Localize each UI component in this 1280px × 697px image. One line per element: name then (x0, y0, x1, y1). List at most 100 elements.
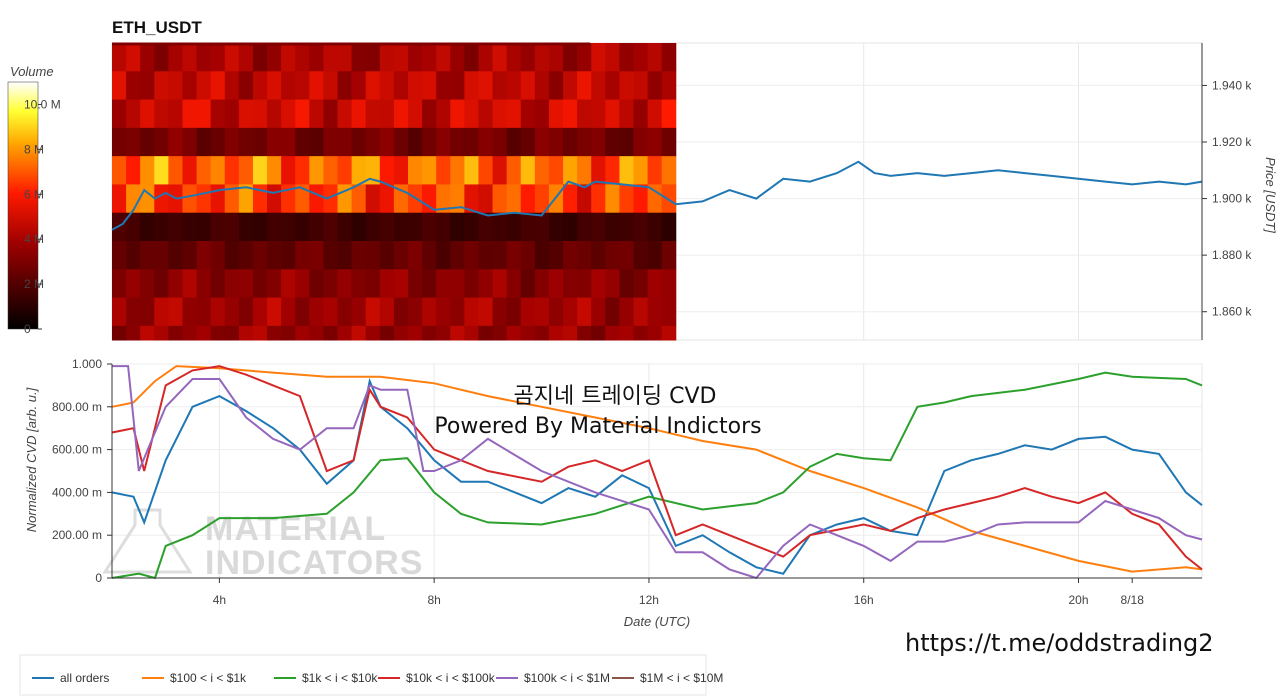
heatmap-cell (210, 156, 226, 185)
watermark-title: 곰지네 트레이딩 CVD (513, 384, 716, 409)
heatmap-cell (492, 156, 508, 185)
watermark-subtitle: Powered By Material Indictors (434, 414, 761, 439)
heatmap-cell (365, 156, 381, 185)
heatmap-cell (295, 99, 310, 129)
heatmap-cell (112, 241, 127, 270)
heatmap-cell (224, 212, 240, 242)
legend: all orders $100 < i < $1k $1k < i < $10k $1… (19, 654, 723, 696)
heatmap-cell (365, 325, 381, 341)
heatmap-cell (267, 43, 282, 72)
heatmap-cell (337, 241, 353, 270)
legend-entry[interactable]: $10k < i < $100k (406, 671, 496, 685)
heatmap-cell (548, 212, 564, 242)
heatmap-cell (323, 269, 339, 299)
heatmap-cell (450, 241, 465, 270)
heatmap-cell (591, 241, 606, 270)
cvd-series-line (111, 377, 1203, 575)
heatmap-cell (393, 99, 409, 129)
heatmap-cell (563, 127, 578, 157)
colorbar-tick-label: 10.0 M (24, 97, 61, 111)
heatmap-cell (450, 99, 465, 129)
heatmap-cell (450, 71, 465, 101)
heatmap-cell (224, 325, 240, 341)
heatmap-cell (224, 127, 240, 157)
heatmap-cell (407, 325, 423, 341)
heatmap-cell (351, 297, 367, 327)
heatmap-cell (267, 184, 282, 214)
heatmap-cell (520, 212, 536, 242)
x-tick-label: 12h (639, 593, 659, 607)
x-tick-label: 8/18 (1121, 593, 1145, 607)
heatmap-cell (633, 269, 649, 299)
heatmap-cell (422, 184, 437, 214)
heatmap-cell (563, 241, 578, 270)
heatmap-cell (422, 212, 437, 242)
heatmap-cell (393, 71, 409, 101)
heatmap-cell (464, 241, 479, 270)
heatmap-cell (633, 127, 649, 157)
heatmap-cell (112, 212, 127, 242)
heatmap-cell (182, 325, 198, 341)
heatmap-cell (577, 127, 592, 157)
legend-entry[interactable]: $1k < i < $10k (302, 671, 378, 685)
heatmap-cell (267, 241, 282, 270)
heatmap-cell (140, 212, 155, 242)
heatmap-cell (464, 297, 479, 327)
heatmap-cell (619, 156, 635, 185)
heatmap-cell (464, 184, 479, 214)
heatmap-cell (619, 241, 635, 270)
chart-title: ETH_USDT (112, 18, 202, 37)
heatmap-cell (379, 127, 395, 157)
heatmap-cell (140, 269, 155, 299)
heatmap-cell (450, 156, 465, 185)
heatmap-cell (478, 99, 494, 129)
heatmap-cell (351, 184, 367, 214)
heatmap-cell (577, 212, 592, 242)
heatmap-cell (605, 71, 620, 101)
heatmap-cell (224, 43, 240, 72)
heatmap-cell (154, 127, 169, 157)
heatmap-cell (351, 325, 367, 341)
heatmap-cell (520, 184, 536, 214)
heatmap-cell (295, 71, 310, 101)
heatmap-cell (591, 99, 606, 129)
heatmap-cell (112, 43, 127, 72)
legend-entry[interactable]: $100 < i < $1k (170, 671, 247, 685)
heatmap-cell (422, 269, 437, 299)
heatmap-cell (196, 71, 212, 101)
heatmap-cell (591, 43, 606, 72)
legend-entry[interactable]: $1M < i < $10M (640, 671, 723, 685)
heatmap-cell (126, 99, 141, 129)
heatmap-cell (267, 71, 282, 101)
heatmap-cell (647, 325, 663, 341)
heatmap-cell (492, 71, 508, 101)
heatmap-cell (154, 43, 169, 72)
x-tick-label: 8h (427, 593, 440, 607)
heatmap-cell (210, 212, 226, 242)
colorbar-label: Volume (10, 64, 54, 79)
heatmap-cell (661, 325, 677, 341)
legend-entry[interactable]: $100k < i < $1M (524, 671, 610, 685)
heatmap-cell (422, 297, 437, 327)
legend-entry[interactable]: all orders (60, 671, 109, 685)
heatmap-cell (224, 156, 240, 185)
heatmap-cell (436, 127, 451, 157)
telegram-link[interactable]: https://t.me/oddstrading2 (905, 629, 1214, 657)
heatmap-cell (295, 297, 310, 327)
heatmap-cell (295, 43, 310, 72)
cvd-series-line (111, 365, 1203, 571)
heatmap-cell (464, 212, 479, 242)
heatmap-cell (436, 71, 451, 101)
heatmap-cell (168, 212, 183, 242)
heatmap-cell (168, 127, 183, 157)
heatmap-cell (267, 212, 282, 242)
heatmap-cell (182, 127, 198, 157)
heatmap-cell (464, 99, 479, 129)
heatmap-cell (379, 184, 395, 214)
heatmap-cell (281, 99, 296, 129)
heatmap-cell (577, 241, 592, 270)
heatmap-cell (563, 269, 578, 299)
heatmap-cell (112, 269, 127, 299)
heatmap-cell (520, 71, 536, 101)
heatmap-cell (323, 71, 339, 101)
